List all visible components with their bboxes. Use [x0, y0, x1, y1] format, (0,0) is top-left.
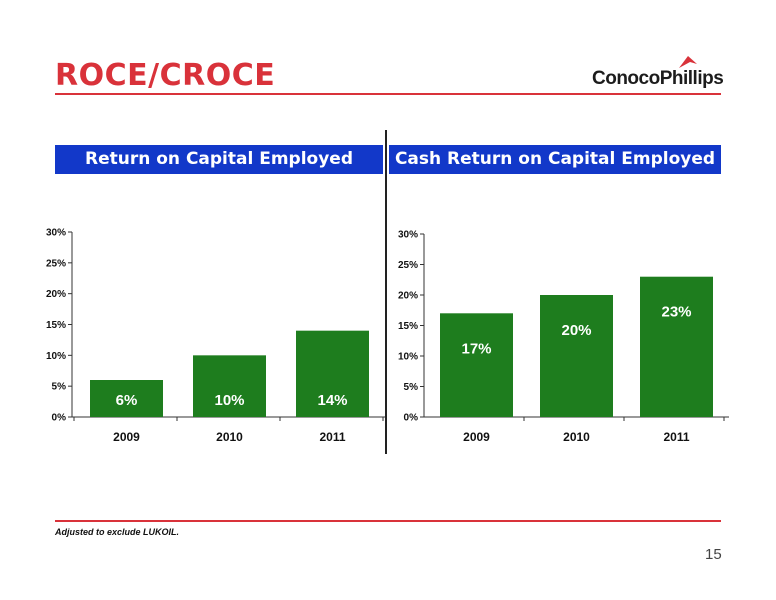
croce-data-label: 23%	[661, 304, 691, 321]
roce-y-tick-label: 30%	[46, 228, 66, 239]
croce-y-tick-label: 15%	[398, 321, 418, 332]
slide-title: ROCE/CROCE	[55, 58, 276, 93]
roce-y-tick-label: 0%	[52, 413, 67, 424]
croce-category-label: 2009	[463, 430, 490, 444]
logo-text: ConocoPhillips	[592, 68, 724, 89]
croce-panel-header: Cash Return on Capital Employed	[389, 145, 721, 174]
croce-y-tick-label: 25%	[398, 260, 418, 271]
roce-category-label: 2010	[216, 430, 243, 444]
roce-y-tick-label: 20%	[46, 289, 66, 300]
croce-data-label: 17%	[461, 340, 491, 357]
footnote: Adjusted to exclude LUKOIL.	[55, 527, 180, 537]
roce-data-label: 14%	[317, 392, 347, 409]
roce-category-label: 2011	[319, 430, 345, 444]
roce-y-tick-label: 15%	[46, 320, 66, 331]
croce-data-label: 20%	[561, 322, 591, 339]
croce-y-tick-label: 30%	[398, 230, 418, 241]
croce-y-tick-label: 5%	[404, 382, 419, 393]
croce-category-label: 2010	[563, 430, 590, 444]
roce-panel-header: Return on Capital Employed	[55, 145, 383, 174]
croce-bar-2011	[640, 276, 713, 417]
company-logo: ConocoPhillips	[592, 54, 724, 94]
title-rule	[55, 93, 721, 95]
croce-y-tick-label: 20%	[398, 291, 418, 302]
page-number: 15	[705, 546, 722, 563]
roce-y-tick-label: 10%	[46, 351, 66, 362]
logo-mark-icon	[679, 56, 697, 68]
roce-data-label: 6%	[116, 392, 138, 409]
roce-category-label: 2009	[113, 430, 140, 444]
roce-y-tick-label: 25%	[46, 258, 66, 269]
croce-bar-2009	[440, 313, 513, 417]
croce-y-tick-label: 0%	[404, 413, 419, 424]
roce-bar-chart: 0% 5% 10% 15% 20% 25% 30% 6% 2009 10% 2010 14% 2011	[46, 228, 385, 444]
roce-bar-2011	[296, 330, 369, 417]
roce-data-label: 10%	[214, 392, 244, 409]
roce-y-tick-label: 5%	[52, 382, 67, 393]
footer-rule	[55, 520, 721, 522]
roce-bar-2010	[193, 355, 266, 417]
croce-y-tick-label: 10%	[398, 352, 418, 363]
panel-divider	[385, 130, 387, 454]
croce-bar-2010	[540, 295, 613, 417]
croce-category-label: 2011	[663, 430, 689, 444]
roce-bar-2009	[90, 380, 163, 417]
croce-bar-chart: 0% 5% 10% 15% 20% 25% 30% 17% 2009 20% 2010 23% 2011	[398, 230, 729, 444]
